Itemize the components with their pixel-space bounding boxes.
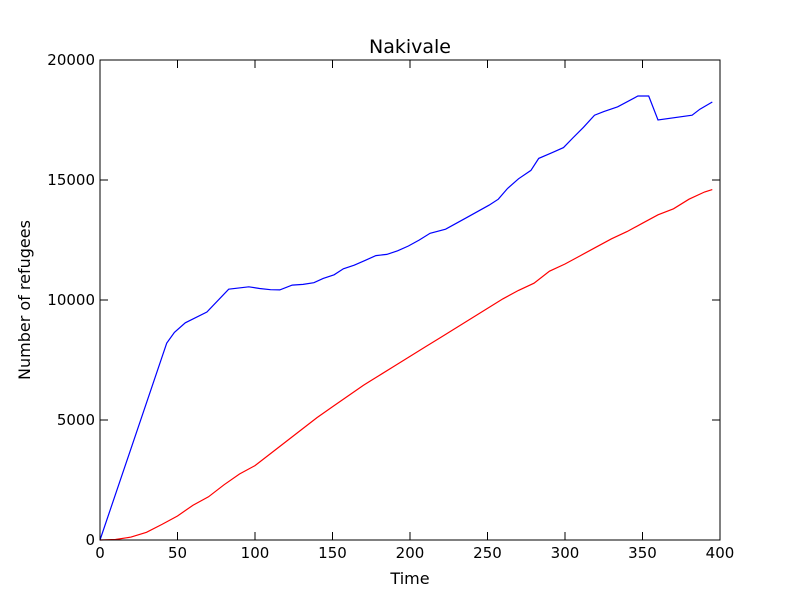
x-tick-label: 0 (95, 544, 105, 562)
x-tick-label: 400 (706, 544, 735, 562)
x-axis-label: Time (389, 569, 429, 588)
chart-title: Nakivale (369, 36, 451, 58)
x-tick-label: 100 (241, 544, 270, 562)
x-tick-label: 150 (318, 544, 347, 562)
x-tick-label: 50 (168, 544, 187, 562)
y-tick-label: 10000 (47, 291, 95, 309)
series-line-2 (99, 189, 713, 541)
y-tick-label: 0 (85, 531, 95, 549)
y-tick-label: 15000 (47, 171, 95, 189)
series-line-1 (99, 95, 713, 541)
y-tick-label: 5000 (57, 411, 95, 429)
y-tick-label: 20000 (47, 51, 95, 69)
x-tick-label: 250 (473, 544, 502, 562)
x-tick-label: 200 (396, 544, 425, 562)
ticks-layer: 0 50 100 150 200 250 300 350 400 0 5000 10000 15000 2… (47, 51, 734, 562)
x-tick-label: 350 (628, 544, 657, 562)
series-layer (99, 95, 713, 541)
y-axis-label: Number of refugees (15, 220, 34, 380)
x-tick-label: 300 (551, 544, 580, 562)
